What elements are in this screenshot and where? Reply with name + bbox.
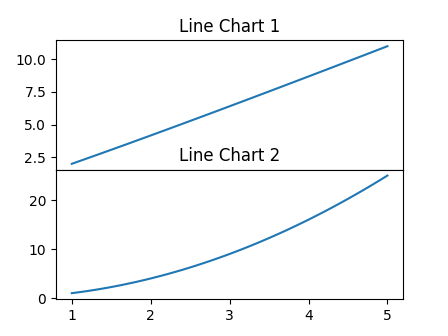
Title: Line Chart 2: Line Chart 2: [179, 148, 280, 165]
Title: Line Chart 1: Line Chart 1: [179, 18, 280, 36]
